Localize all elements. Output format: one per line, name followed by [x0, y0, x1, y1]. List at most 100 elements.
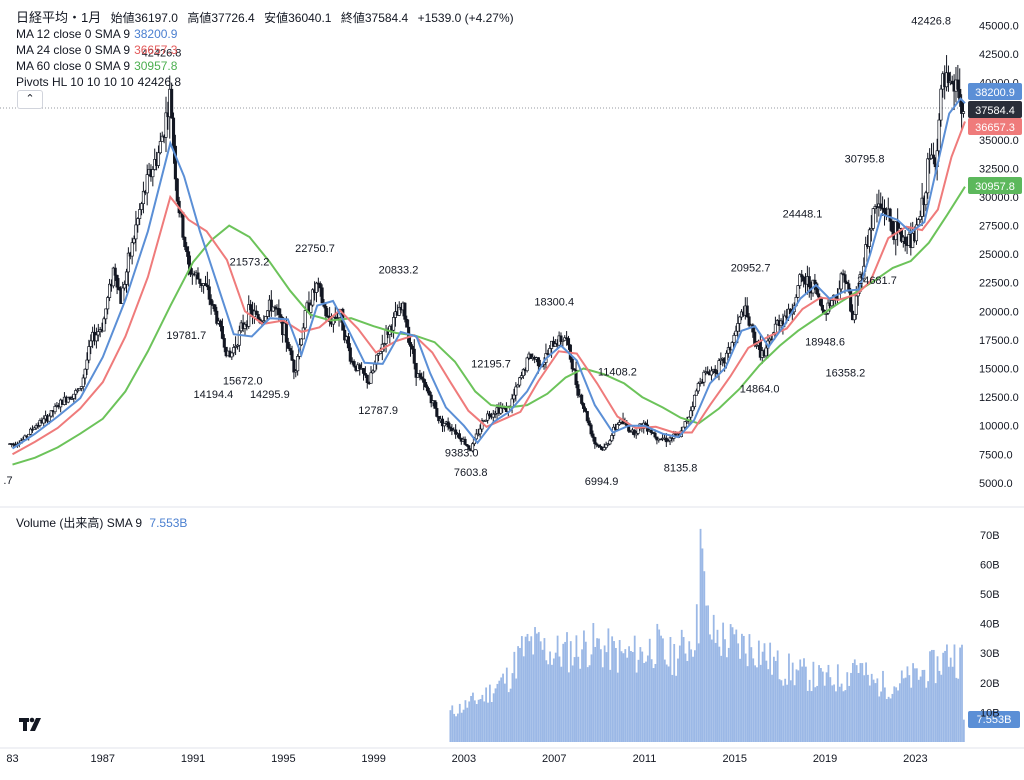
volume-bar	[460, 712, 463, 742]
candle-body	[512, 394, 516, 400]
indicator-label: Pivots HL 10 10 10 10	[16, 75, 134, 89]
volume-bar	[500, 677, 503, 742]
candle-body	[49, 410, 53, 417]
volume-bar	[838, 686, 841, 742]
candle-body	[487, 413, 492, 417]
indicator-ma24[interactable]: MA 24 close 0 SMA 9 36657.3	[16, 42, 514, 58]
candle-body	[764, 347, 768, 357]
volume-bar	[669, 636, 672, 742]
volume-bar	[490, 702, 493, 742]
volume-bar	[639, 647, 642, 742]
volume-bar	[929, 651, 931, 742]
indicator-label: MA 12 close 0 SMA 9	[16, 27, 131, 41]
volume-bar	[645, 661, 647, 742]
volume-bar	[665, 664, 668, 742]
volume-bar	[560, 666, 563, 742]
pivot-label: 16358.2	[825, 367, 865, 379]
volume-bar	[842, 691, 845, 742]
candle-body	[234, 345, 238, 348]
candle-body	[286, 341, 290, 349]
candle-body	[171, 117, 176, 147]
volume-bar	[509, 688, 512, 742]
candle-body	[288, 348, 292, 352]
volume-bar	[846, 672, 849, 742]
candle-body	[352, 361, 356, 367]
volume-bar	[682, 637, 685, 742]
candle-body	[96, 331, 100, 336]
volume-bar	[709, 634, 711, 742]
candle-body	[738, 316, 742, 324]
candle-body	[209, 298, 213, 305]
indicator-ma12[interactable]: MA 12 close 0 SMA 9 38200.9	[16, 26, 514, 42]
volume-bar	[577, 656, 580, 742]
tradingview-logo-icon[interactable]	[17, 713, 45, 735]
volume-bar	[470, 695, 472, 742]
candle-body	[256, 314, 260, 320]
candle-body	[826, 302, 830, 314]
volume-bar	[705, 605, 708, 742]
collapse-legend-button[interactable]: ⌃	[17, 90, 43, 109]
candle-body	[736, 323, 740, 332]
candle-body	[53, 405, 57, 413]
candle-body	[427, 390, 431, 396]
volume-bar	[759, 664, 762, 742]
volume-legend[interactable]: Volume (出来高) SMA 9 7.553B	[16, 514, 187, 531]
volume-bar	[915, 668, 918, 742]
symbol-title[interactable]: 日経平均・1月	[16, 10, 102, 25]
candle-body	[303, 310, 307, 329]
candle-body	[830, 300, 834, 307]
time-tick-label: 1999	[361, 753, 385, 765]
candle-body	[595, 443, 599, 446]
volume-bar	[673, 643, 676, 742]
volume-bar	[808, 679, 811, 742]
candle-body	[235, 344, 240, 347]
volume-bar	[756, 667, 758, 742]
candle-body	[408, 342, 413, 347]
candle-body	[820, 304, 824, 311]
candle-body	[130, 242, 134, 257]
candle-body	[66, 397, 70, 403]
pivot-label: 42426.8	[911, 15, 951, 27]
volume-bar	[573, 657, 576, 742]
volume-bar	[534, 627, 536, 742]
candle-body	[47, 415, 51, 422]
volume-axis: 70B 60B 50B 40B 30B 20B 10B	[980, 530, 1000, 720]
volume-bar	[757, 640, 760, 742]
candle-body	[852, 314, 856, 321]
volume-bar	[485, 687, 488, 742]
candle-body	[580, 394, 584, 404]
volume-bar	[840, 683, 843, 742]
indicator-pivots[interactable]: Pivots HL 10 10 10 10 42426.8	[16, 74, 514, 90]
open-value: 36197.0	[134, 11, 178, 25]
price-tick-label: 27500.0	[979, 221, 1019, 233]
indicator-ma60[interactable]: MA 60 close 0 SMA 9 30957.8	[16, 58, 514, 74]
volume-bar	[564, 641, 567, 742]
volume-bar	[562, 643, 565, 742]
volume-bar	[801, 666, 804, 742]
price-badge-label: 37584.4	[975, 105, 1015, 117]
pivot-label: .7	[3, 475, 12, 487]
candle-body	[296, 356, 300, 372]
price-tick-label: 22500.0	[979, 278, 1019, 290]
candle-body	[525, 357, 529, 372]
volume-bar	[677, 658, 679, 742]
candle-body	[960, 101, 964, 114]
candle-body	[702, 371, 706, 383]
volume-bar	[662, 638, 664, 742]
volume-bar	[906, 666, 909, 742]
candle-body	[70, 398, 74, 400]
volume-bar	[833, 684, 835, 742]
candle-body	[414, 362, 418, 378]
candle-body	[518, 377, 522, 386]
volume-tick-label: 40B	[980, 619, 1000, 631]
volume-bar	[483, 701, 486, 742]
candle-body	[474, 433, 478, 440]
candle-body	[476, 433, 480, 436]
volume-bar	[887, 696, 890, 742]
candle-body	[371, 370, 375, 374]
volume-bar	[543, 638, 546, 742]
candle-body	[213, 304, 217, 312]
candle-body	[365, 374, 369, 384]
volume-bar	[680, 629, 683, 742]
